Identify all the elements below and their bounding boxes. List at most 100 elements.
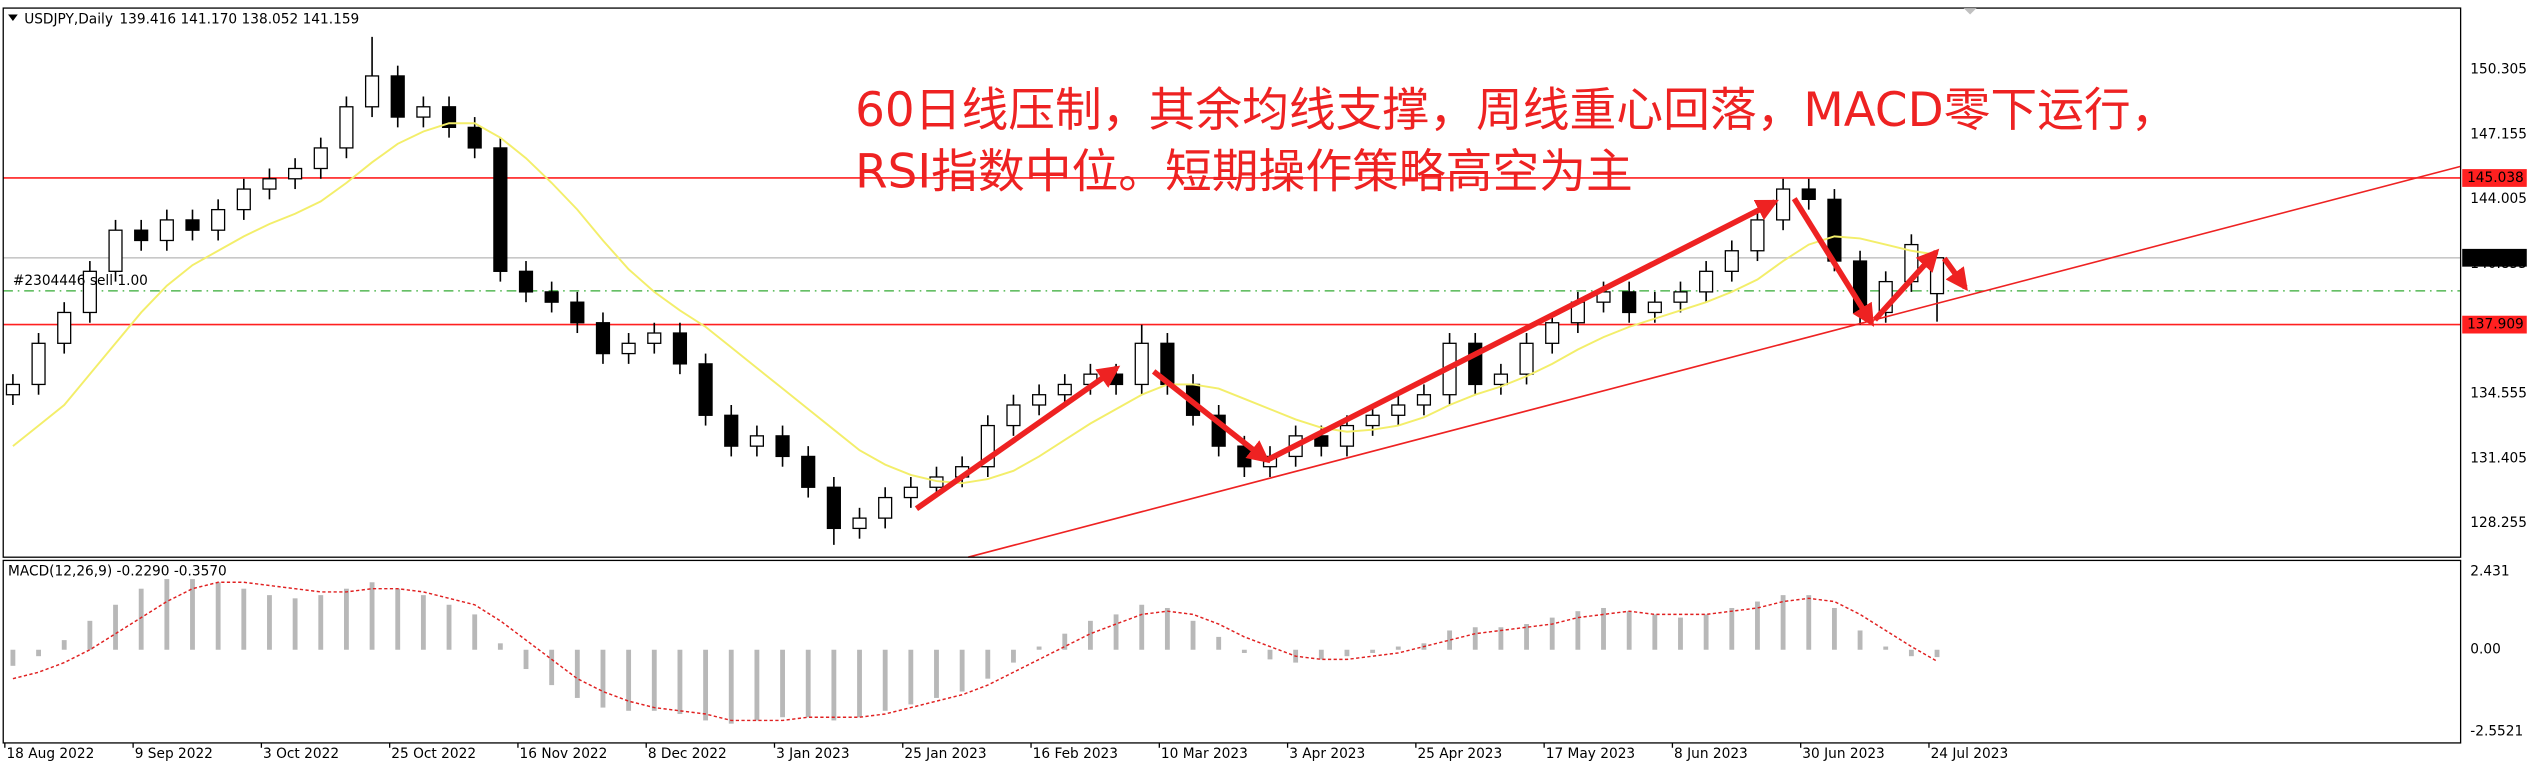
macd-bar — [1908, 649, 1914, 657]
frame-layer: USDJPY,Daily 139.416 141.170 138.052 141… — [2, 7, 2462, 744]
y-tick-label: 134.555 — [2470, 386, 2527, 402]
macd-bar — [805, 649, 811, 718]
symbol-title: USDJPY,Daily — [24, 11, 113, 27]
macd-bar — [190, 579, 195, 650]
y-tick-label: 128.255 — [2470, 515, 2527, 531]
x-tick-label: 3 Jan 2023 — [776, 746, 849, 762]
macd-bar — [1549, 617, 1555, 650]
candle-body — [570, 301, 585, 324]
candle-body — [1006, 404, 1021, 427]
candle-body — [1032, 394, 1047, 406]
shift-marker[interactable] — [1963, 8, 1977, 15]
axis-label-layer: 150.305147.155144.005140.855137.705134.5… — [6, 62, 2527, 763]
macd-bar — [420, 595, 426, 650]
candle-body — [211, 208, 226, 231]
macd-bar — [985, 649, 991, 679]
macd-bar — [600, 649, 606, 708]
macd-bar — [1011, 649, 1016, 663]
macd-bar — [1831, 607, 1837, 650]
y-tick-label: 150.305 — [2470, 62, 2527, 78]
macd-bar — [1575, 611, 1581, 650]
order-label: #2304446 sell 1.00 — [13, 273, 148, 289]
macd-tick-label: 0.00 — [2470, 642, 2501, 658]
x-tick-label: 9 Sep 2022 — [135, 746, 213, 762]
macd-bar — [1190, 620, 1196, 650]
x-tick-label: 16 Nov 2022 — [520, 746, 608, 762]
macd-bar — [344, 588, 349, 650]
macd-bar — [1447, 630, 1453, 650]
x-tick-label: 25 Jan 2023 — [904, 746, 986, 762]
macd-bar — [1601, 607, 1606, 650]
x-tick-label: 8 Jun 2023 — [1674, 746, 1748, 762]
x-tick-label: 3 Oct 2022 — [263, 746, 339, 762]
x-tick-label: 17 May 2023 — [1546, 746, 1635, 762]
macd-bar — [472, 614, 478, 650]
macd-bar — [241, 588, 247, 650]
macd-bar — [934, 649, 939, 698]
macd-bar — [1318, 649, 1324, 660]
macd-bar — [446, 604, 452, 650]
candle-body — [1929, 257, 1945, 295]
x-tick-label: 30 Jun 2023 — [1802, 746, 1884, 762]
macd-bar — [728, 649, 734, 724]
macd-bar — [882, 649, 888, 711]
x-tick-label: 24 Jul 2023 — [1931, 746, 2009, 762]
arrow — [1265, 199, 1779, 463]
macd-bar — [831, 649, 837, 721]
x-tick-label: 25 Apr 2023 — [1417, 746, 1502, 762]
macd-bar — [1498, 627, 1504, 650]
candle-body — [467, 126, 482, 149]
macd-bar — [1113, 614, 1119, 650]
candle-body — [82, 270, 97, 314]
candle-body — [801, 455, 816, 488]
x-tick-label: 10 Mar 2023 — [1161, 746, 1248, 762]
macd-bar — [215, 582, 221, 650]
annotation-layer: 60日线压制，其余均线支撑，周线重心回落，MACD零下运行， RSI指数中位。短… — [855, 84, 2461, 558]
macd-bar — [138, 588, 144, 650]
macd-bar — [1370, 649, 1376, 653]
candle-body — [1622, 291, 1637, 314]
macd-bar — [1703, 614, 1709, 650]
macd-bar — [36, 649, 41, 657]
candle-body — [390, 75, 405, 118]
macd-bar — [1062, 633, 1068, 650]
candle-body — [1365, 414, 1380, 427]
macd-bar — [164, 579, 170, 650]
macd-bar — [626, 649, 632, 711]
x-tick-label: 3 Apr 2023 — [1289, 746, 1365, 762]
macd-bar — [677, 649, 683, 715]
candle-body — [1699, 270, 1714, 293]
candle-body — [698, 363, 713, 416]
macd-bar — [267, 595, 272, 650]
candle-body — [236, 188, 251, 211]
macd-bar — [754, 649, 760, 721]
macd-bar — [1524, 624, 1529, 650]
macd-bar — [1139, 604, 1145, 650]
macd-tick-label: 2.431 — [2470, 564, 2509, 580]
macd-bar — [1472, 627, 1478, 650]
macd-signal — [12, 581, 1938, 722]
candle-body — [339, 106, 354, 149]
macd-bar — [1883, 646, 1889, 650]
x-tick-label: 18 Aug 2022 — [6, 746, 94, 762]
candle-body — [159, 219, 174, 242]
candle-body — [621, 342, 636, 355]
collapse-icon[interactable] — [8, 14, 18, 21]
candle-body — [518, 270, 534, 293]
macd-tick-label: -2.5521 — [2470, 724, 2523, 740]
candle-body — [1057, 383, 1072, 396]
macd-bar — [857, 649, 862, 718]
candle-body — [1519, 342, 1534, 375]
macd-bar — [395, 588, 401, 650]
candle-body — [903, 486, 918, 499]
macd-panel-border — [2, 559, 2462, 744]
candle-body — [1134, 342, 1149, 386]
candle-body — [57, 311, 72, 344]
candle-body — [185, 219, 200, 231]
candle-body — [1776, 188, 1791, 221]
candle-body — [262, 178, 277, 190]
macd-bar — [549, 649, 555, 686]
candle-body — [1724, 250, 1739, 272]
macd-bar — [87, 620, 93, 650]
